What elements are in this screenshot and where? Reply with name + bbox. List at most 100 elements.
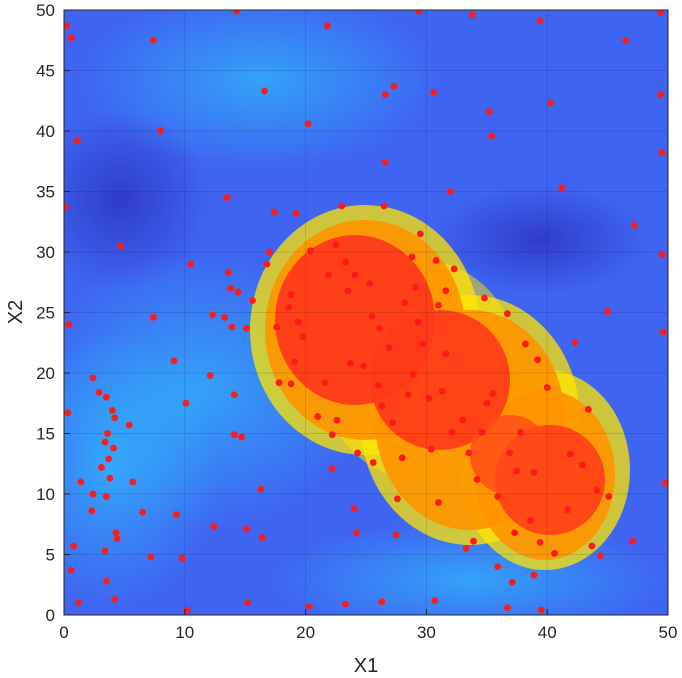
scatter-point [305,603,313,610]
scatter-point [285,304,293,312]
scatter-point [244,599,252,607]
scatter-point [658,251,666,258]
scatter-point [210,523,218,531]
scatter-point [101,438,109,446]
scatter-point [258,534,266,541]
scatter-point [351,271,359,279]
scatter-point [323,22,331,30]
scatter-point [390,82,398,90]
scatter-point [182,399,190,407]
scatter-point [149,313,157,321]
scatter-point [503,604,511,612]
scatter-point [147,553,155,561]
scatter-point [468,11,476,19]
heatmap-background [64,10,668,615]
scatter-point [409,370,417,378]
scatter-point [338,202,346,210]
scatter-point [209,311,216,319]
scatter-point [106,474,114,482]
scatter-point [64,203,69,211]
scatter-point [593,486,601,494]
scatter-point [238,433,245,441]
scatter-point [485,108,493,116]
scatter-point [511,529,518,537]
scatter-point [125,421,133,429]
scatter-point [230,391,238,399]
scatter-point [662,479,668,487]
scatter-point [385,344,393,351]
scatter-point [448,428,456,436]
scatter-point [98,463,105,471]
scatter-point [658,149,666,157]
scatter-point [172,511,180,518]
scatter-point [506,449,514,457]
scatter-point [478,428,486,436]
scatter-point [328,465,336,472]
scatter-point [398,454,406,462]
scatter-point [419,340,427,348]
scatter-point [415,10,423,15]
scatter-point [494,563,502,570]
scatter-point [243,525,250,533]
scatter-point [394,495,401,503]
scatter-point [536,539,544,546]
scatter-point [629,537,637,545]
scatter-point [381,159,389,166]
scatter-point [438,387,446,395]
scatter-point [508,578,516,586]
y-tick-label: 40 [36,122,55,141]
scatter-point [299,333,307,341]
x-tick-label: 30 [417,623,436,642]
scatter-point [566,450,574,458]
scatter-point [571,339,579,347]
scatter-point [342,258,349,266]
scatter-point [489,390,497,397]
scatter-point [321,379,329,387]
scatter-point [221,313,229,321]
scatter-point [503,310,511,318]
scatter-point [113,535,121,543]
scatter-point [294,318,302,326]
scatter-point [228,323,236,331]
scatter-point [234,288,242,296]
scatter-point [287,290,295,298]
scatter-point [412,283,419,291]
scatter-point [526,517,534,525]
scatter-point [273,323,281,331]
scatter-point [67,34,75,42]
scatter-point [584,405,592,413]
scatter-point [442,350,450,358]
scatter-point [243,324,250,332]
scatter-point [450,265,458,273]
scatter-point [178,554,186,562]
scatter-point [257,485,265,493]
scatter-point [233,10,241,15]
scatter-point [392,531,400,539]
scatter-point [270,208,278,216]
y-tick-label: 50 [36,1,55,20]
scatter-point [328,431,336,439]
scatter-point [401,299,409,307]
scatter-point [534,356,541,364]
y-tick-label: 30 [36,243,55,262]
scatter-point [558,184,566,192]
scatter-point [111,595,119,603]
scatter-point [344,287,352,295]
scatter-point [596,552,604,560]
scatter-point [292,209,300,217]
scatter-point [157,127,165,135]
scatter-point [657,91,665,99]
scatter-point [102,493,110,500]
scatter-point [287,380,295,388]
scatter-point [380,202,388,210]
scatter-point [352,529,360,537]
scatter-point [265,248,273,256]
scatter-point [522,340,529,348]
scatter-point [333,416,341,424]
scatter-point [578,461,586,469]
x-tick-label: 40 [538,623,557,642]
scatter-point [354,449,361,457]
y-axis-label: X2 [5,300,27,324]
scatter-point [605,493,613,500]
